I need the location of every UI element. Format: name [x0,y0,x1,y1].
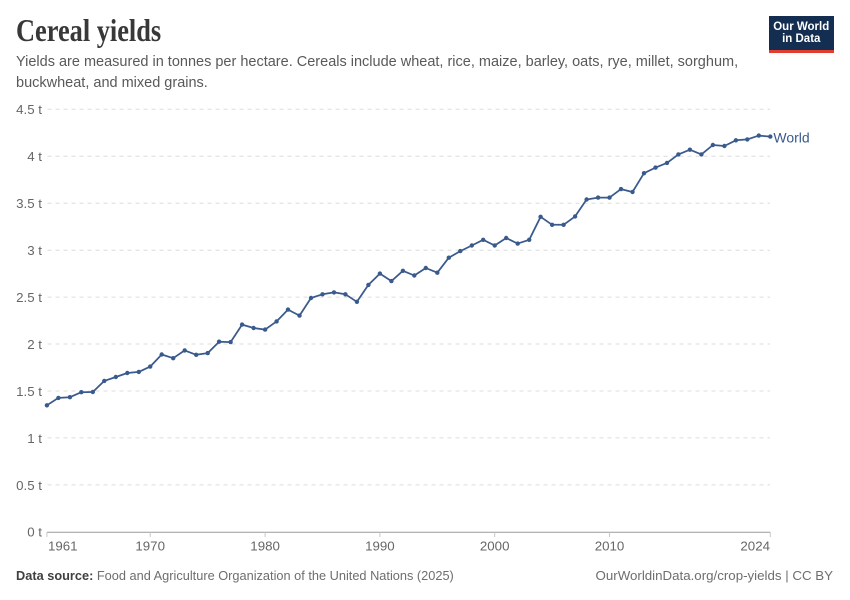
svg-text:1961: 1961 [48,539,78,554]
svg-text:1.5 t: 1.5 t [16,384,42,399]
svg-text:2010: 2010 [595,539,625,554]
svg-text:2000: 2000 [480,539,510,554]
svg-text:0 t: 0 t [27,525,42,540]
svg-text:1970: 1970 [135,539,165,554]
svg-text:3.5 t: 3.5 t [16,196,42,211]
svg-text:4.5 t: 4.5 t [16,102,42,117]
svg-text:1980: 1980 [250,539,280,554]
svg-text:1 t: 1 t [27,431,42,446]
svg-text:2 t: 2 t [27,337,42,352]
svg-text:1990: 1990 [365,539,395,554]
svg-text:2.5 t: 2.5 t [16,290,42,305]
svg-text:0.5 t: 0.5 t [16,478,42,493]
svg-text:2024: 2024 [740,539,770,554]
svg-text:4 t: 4 t [27,149,42,164]
svg-text:3 t: 3 t [27,243,42,258]
svg-text:World: World [773,130,809,146]
